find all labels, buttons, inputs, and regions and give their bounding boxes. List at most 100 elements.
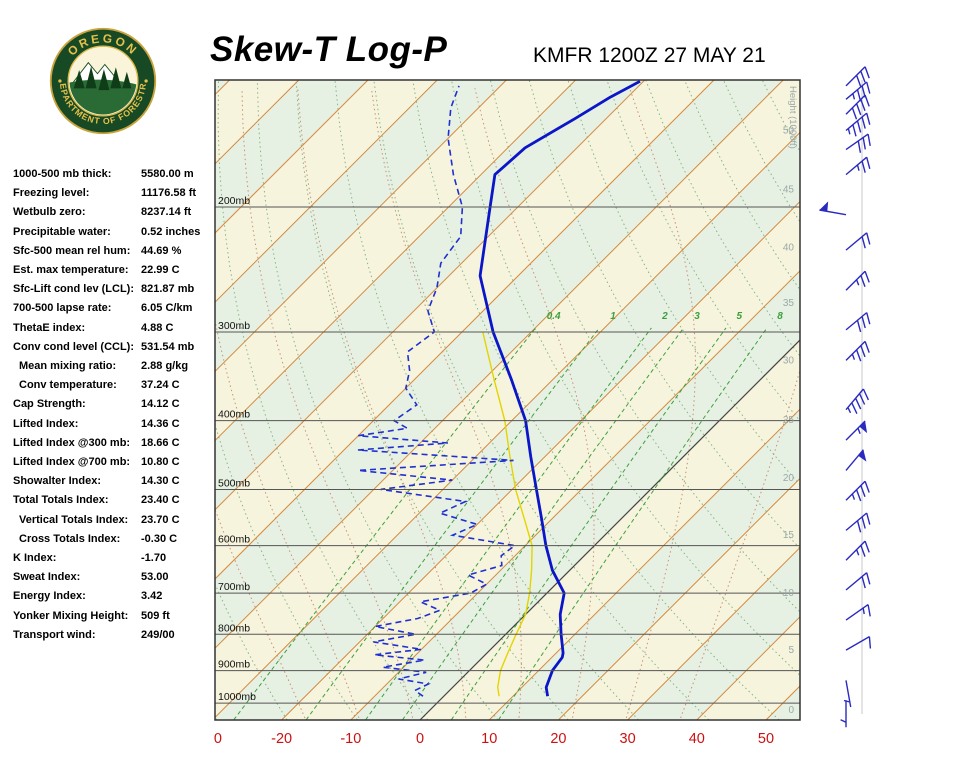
wind-barb [845,112,871,137]
station-id: KMFR 1200Z 27 MAY 21 [533,44,766,67]
logo-ground [69,79,137,115]
temp-tick-label: 0 [214,731,222,747]
index-row: Sfc-Lift cond lev (LCL): 821.87 mb [13,280,213,299]
wind-barb [845,312,871,333]
index-value: 3.42 [141,590,163,603]
index-label: Transport wind: [13,628,96,641]
index-row: Cross Totals Index: -0.30 C [13,530,213,549]
wind-barb [845,512,871,533]
index-row: Transport wind: 249/00 [13,626,213,645]
wind-barb [845,66,870,87]
wind-barb [845,540,870,561]
index-value: 0.52 inches [141,225,201,238]
height-tick-label: 50 [783,125,795,136]
index-row: Conv cond level (CCL): 531.54 mb [13,338,213,357]
index-value: 14.30 C [141,475,180,488]
index-value: 531.54 mb [141,340,195,353]
index-row: Vertical Totals Index: 23.70 C [13,511,213,530]
index-value: 10.80 C [141,456,180,469]
height-tick-label: 5 [788,645,794,656]
wind-barb [845,133,871,153]
index-value: 4.88 C [141,321,174,334]
index-row: Sfc-500 mean rel hum: 44.69 % [13,242,213,261]
mixing-ratio-label: 0.4 [547,311,561,322]
isobars: 200mb 300mb 400mb 500mb 600mb 700mb 800mb 900mb… [215,195,800,704]
pressure-label: 700mb [218,581,250,593]
index-label: Sfc-500 mean rel hum: [13,244,131,257]
temp-tick-label: 40 [689,731,705,747]
index-row: Precipitable water: 0.52 inches [13,223,213,242]
pressure-label: 200mb [218,195,250,207]
wind-barb [840,700,847,728]
temp-tick-label: 0 [416,731,424,747]
index-row: Conv temperature: 37.24 C [13,376,213,395]
wind-barb [845,81,871,102]
mixing-ratio-lines: 0.4 1 2 3 5 8 [233,311,783,720]
logo-dot-left [58,79,62,83]
index-label: Conv temperature: [19,379,117,392]
index-label: ThetaE index: [13,321,86,334]
tree-icon [98,69,110,91]
tree-icon [85,66,97,89]
pressure-label: 1000mb [218,691,256,703]
index-value: 821.87 mb [141,283,195,296]
index-row: Showalter Index: 14.30 C [13,472,213,491]
wind-barb [819,201,847,216]
index-row: Lifted Index: 14.36 C [13,415,213,434]
index-label: Precipitable water: [13,225,111,238]
index-row: Energy Index: 3.42 [13,587,213,606]
wind-barb [845,232,871,251]
wetbulb-curve [482,331,533,697]
index-label: Sfc-Lift cond lev (LCL): [13,283,134,296]
index-label: Lifted Index @700 mb: [13,456,131,469]
wind-barb [845,420,868,441]
index-row: Cap Strength: 14.12 C [13,395,213,414]
index-value: 14.36 C [141,417,180,430]
index-value: 11176.58 ft [141,187,197,200]
index-label: Energy Index: [13,590,86,603]
temp-tick-label: 50 [758,731,774,747]
pressure-label: 900mb [218,659,250,671]
index-row: ThetaE index: 4.88 C [13,319,213,338]
index-label: Cap Strength: [13,398,86,411]
index-label: Showalter Index: [13,475,102,488]
index-value: 6.05 C/km [141,302,193,315]
wind-barb [845,270,870,291]
height-tick-label: 40 [783,242,795,253]
height-tick-label: 20 [783,473,795,484]
wind-barb [845,449,867,471]
wind-barb [845,94,870,120]
index-label: Vertical Totals Index: [19,513,129,526]
temp-tick-label: 30 [620,731,636,747]
index-value: 22.99 C [141,264,180,277]
index-label: Mean mixing ratio: [19,360,117,373]
index-value: 37.24 C [141,379,180,392]
pressure-label: 800mb [218,622,250,634]
index-value: 509 ft [141,609,170,622]
index-value: 23.70 C [141,513,180,526]
tree-icon [110,67,122,89]
index-row: Mean mixing ratio: 2.88 g/kg [13,357,213,376]
temp-axis: 0 -20 -10 0 10 20 30 40 50 [214,731,774,747]
plot-border [214,79,801,721]
mixing-ratio-label: 3 [694,311,700,322]
temp-tick-label: 20 [550,731,566,747]
temp-tick-label: 10 [481,731,497,747]
index-value: -0.30 C [141,532,178,545]
height-tick-label: 10 [783,588,795,599]
index-value: 23.40 C [141,494,180,507]
index-row: Est. max temperature: 22.99 C [13,261,213,280]
index-label: 700-500 lapse rate: [13,302,112,315]
tree-icon [73,70,85,89]
wind-barb [845,388,870,414]
index-row: Lifted Index @700 mb: 10.80 C [13,453,213,472]
index-row: Wetbulb zero: 8237.14 ft [13,203,213,222]
index-row: Sweat Index: 53.00 [13,568,213,587]
indices-panel: 1000-500 mb thick: 5580.00 m Freezing leve… [13,165,213,645]
index-row: Total Totals Index: 23.40 C [13,491,213,510]
index-label: Total Totals Index: [13,494,109,507]
odf-logo: OREGON DEPARTMENT OF FORESTRY [44,18,158,136]
